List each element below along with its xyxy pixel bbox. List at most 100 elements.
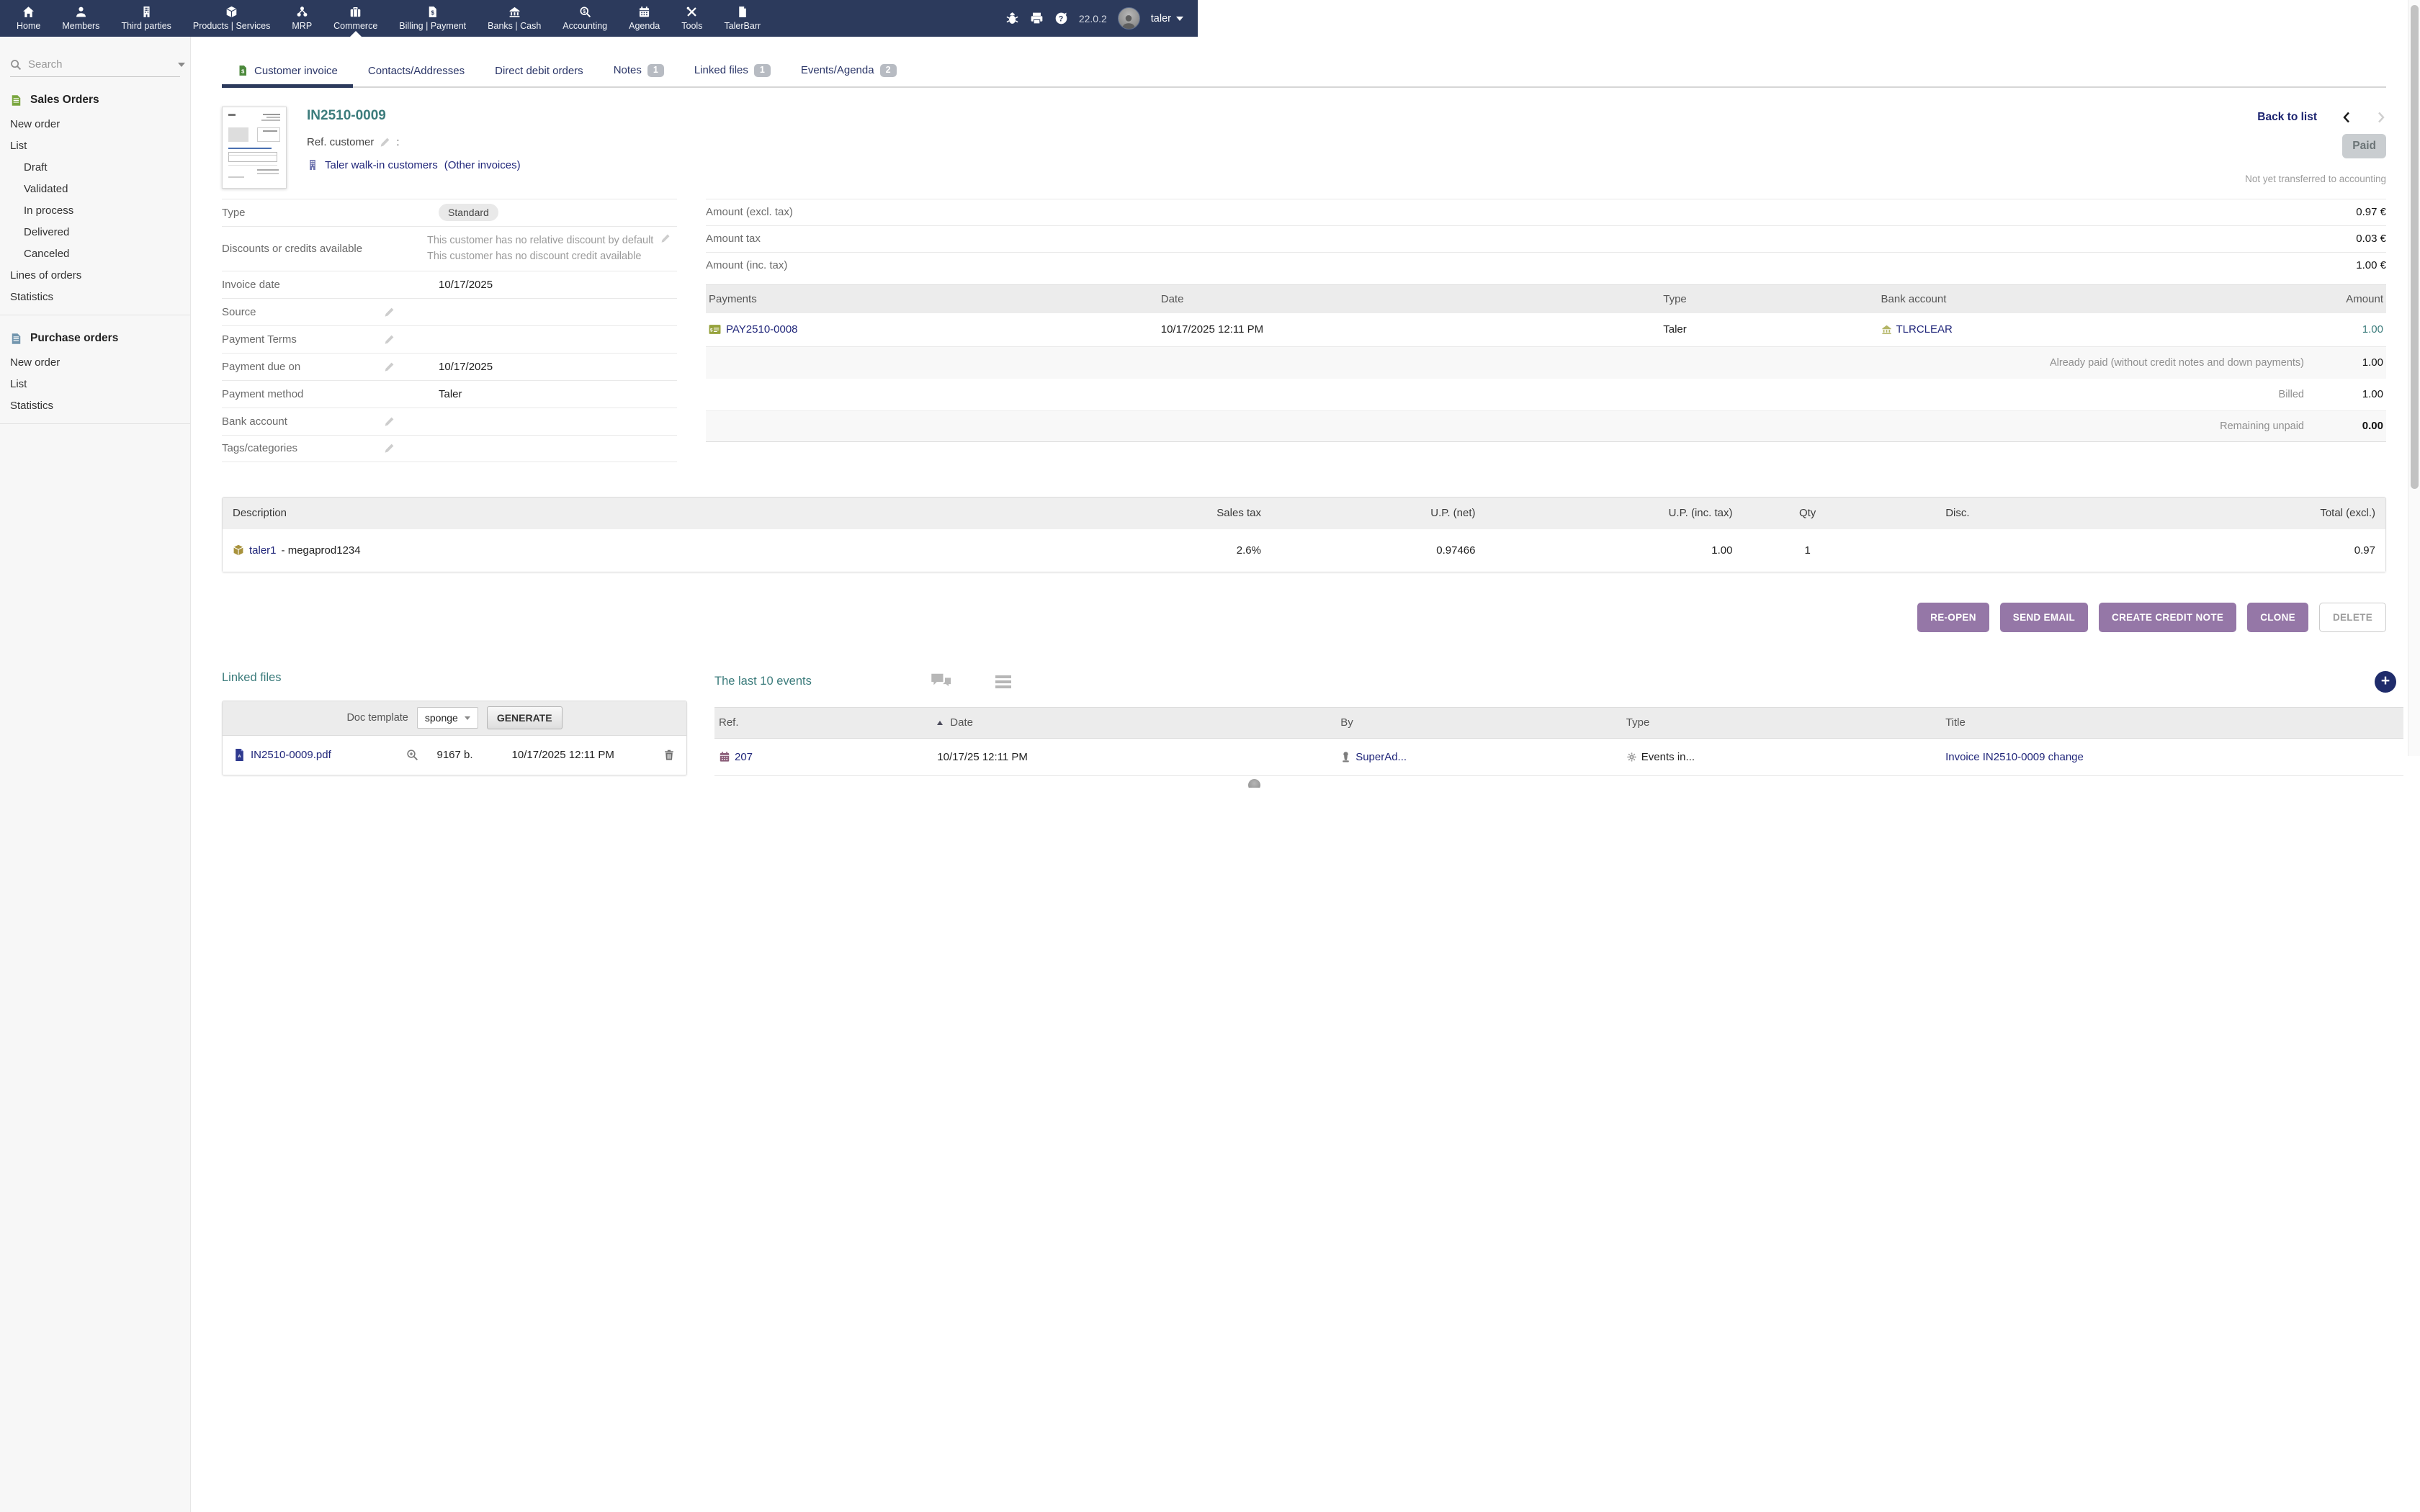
other-invoices-link[interactable]: (Other invoices): [444, 159, 521, 171]
event-by-link[interactable]: SuperAd...: [1355, 751, 1407, 763]
event-title-link[interactable]: Invoice IN2510-0009 change: [1945, 751, 2084, 763]
gear-icon: [1626, 752, 1637, 762]
discount-line-1: This customer has no relative discount b…: [427, 235, 653, 246]
invoice-line-row: taler1 - megaprod1234 2.6% 0.97466 1.00 …: [223, 529, 2385, 572]
reopen-button[interactable]: RE-OPEN: [1917, 603, 1989, 632]
sidebar-item-delivered[interactable]: Delivered: [0, 221, 190, 243]
sidebar-item-new-order[interactable]: New order: [0, 113, 190, 135]
edit-pencil-icon[interactable]: [384, 334, 395, 345]
remaining-unpaid-value: 0.00: [2304, 420, 2383, 432]
add-event-button[interactable]: +: [2375, 671, 2396, 693]
sidebar-item-po-new-order[interactable]: New order: [0, 351, 190, 373]
billed-value: 1.00: [2304, 388, 2383, 400]
field-row-type: Type Standard: [222, 199, 677, 226]
nav-item-tools[interactable]: Tools: [671, 0, 713, 37]
billing-icon: $: [426, 6, 439, 18]
search-input[interactable]: [28, 58, 171, 71]
user-menu[interactable]: taler: [1151, 13, 1183, 24]
agenda-icon: [638, 6, 650, 18]
product-link[interactable]: taler1: [249, 544, 277, 557]
clone-button[interactable]: CLONE: [2247, 603, 2308, 632]
payment-ref-link[interactable]: PAY2510-0008: [726, 323, 798, 336]
sort-ascending-icon[interactable]: [937, 721, 943, 725]
amount-inc-tax-row: Amount (inc. tax) 1.00 €: [706, 252, 2386, 279]
svg-text:$: $: [710, 328, 713, 333]
sidebar-item-po-list[interactable]: List: [0, 373, 190, 395]
previous-record-icon[interactable]: [2341, 112, 2352, 123]
company-link[interactable]: Taler walk-in customers: [325, 159, 438, 171]
invoice-pdf-thumbnail[interactable]: [222, 107, 287, 189]
nav-item-billing-payment[interactable]: $ Billing | Payment: [388, 0, 477, 37]
edit-pencil-icon[interactable]: [384, 307, 395, 318]
edit-pencil-icon[interactable]: [384, 416, 395, 427]
amount-excl-tax-value: 0.97 €: [2356, 206, 2386, 218]
edit-pencil-icon[interactable]: [384, 443, 395, 454]
search-options-caret-icon[interactable]: [178, 63, 185, 67]
events-table: Ref. Date By Type Title 207 10/17/25 12:…: [714, 707, 2403, 788]
help-icon[interactable]: ?: [1054, 12, 1068, 25]
nav-label: Accounting: [563, 21, 607, 31]
nav-item-home[interactable]: Home: [6, 0, 51, 37]
lines-table-header: Description Sales tax U.P. (net) U.P. (i…: [223, 498, 2385, 529]
sidebar-item-draft[interactable]: Draft: [0, 156, 190, 178]
tab-contacts-addresses[interactable]: Contacts/Addresses: [353, 65, 480, 86]
nav-item-accounting[interactable]: $ Accounting: [552, 0, 618, 37]
tab-events-agenda[interactable]: Events/Agenda2: [786, 64, 912, 86]
sidebar-item-validated[interactable]: Validated: [0, 178, 190, 199]
nav-item-third-parties[interactable]: Third parties: [110, 0, 182, 37]
event-ref-link[interactable]: 207: [735, 751, 753, 763]
field-row-bank-account: Bank account: [222, 408, 677, 435]
edit-pencil-icon[interactable]: [384, 361, 395, 372]
nav-item-products-services[interactable]: Products | Services: [182, 0, 281, 37]
sidebar-item-lines-of-orders[interactable]: Lines of orders: [0, 264, 190, 286]
linked-file-row: A IN2510-0009.pdf 9167 b. 10/17/2025 12:…: [223, 736, 686, 775]
back-to-list-link[interactable]: Back to list: [2257, 111, 2317, 124]
notes-count-badge: 1: [647, 64, 664, 77]
header-right: Back to list Paid Not yet transferred to…: [2141, 107, 2386, 189]
discussion-bubbles-icon[interactable]: [931, 672, 952, 691]
tab-customer-invoice[interactable]: $ Customer invoice: [222, 65, 353, 86]
sidebar-item-in-process[interactable]: In process: [0, 199, 190, 221]
send-email-button[interactable]: SEND EMAIL: [2000, 603, 2088, 632]
user-avatar[interactable]: [1118, 7, 1140, 30]
tab-linked-files[interactable]: Linked files1: [679, 64, 786, 86]
user-name: taler: [1151, 13, 1171, 24]
delete-button[interactable]: DELETE: [2319, 603, 2386, 632]
sidebar-section-sales-orders[interactable]: Sales Orders: [0, 87, 190, 113]
field-row-tags: Tags/categories: [222, 435, 677, 462]
nav-label: Banks | Cash: [488, 21, 541, 31]
scrollbar-thumb[interactable]: [2411, 5, 2419, 489]
nav-item-agenda[interactable]: Agenda: [618, 0, 671, 37]
edit-pencil-icon[interactable]: [660, 233, 671, 243]
delete-file-trash-icon[interactable]: [663, 749, 675, 761]
nav-label: TalerBarr: [724, 21, 761, 31]
preview-zoom-icon[interactable]: [388, 749, 436, 761]
bug-report-icon[interactable]: [1005, 12, 1019, 25]
sidebar-section-purchase-orders[interactable]: Purchase orders: [0, 325, 190, 351]
billed-row: Billed 1.00: [706, 379, 2386, 410]
nav-item-mrp[interactable]: MRP: [281, 0, 323, 37]
linked-file-link[interactable]: IN2510-0009.pdf: [251, 749, 331, 761]
tab-notes[interactable]: Notes1: [599, 64, 679, 86]
tab-direct-debit-orders[interactable]: Direct debit orders: [480, 65, 599, 86]
list-view-icon[interactable]: [995, 675, 1011, 688]
generate-button[interactable]: GENERATE: [487, 706, 563, 729]
edit-pencil-icon[interactable]: [380, 137, 390, 148]
tools-icon: [686, 6, 698, 18]
nav-item-commerce[interactable]: Commerce: [323, 0, 388, 37]
nav-item-talerbarr[interactable]: TalerBarr: [713, 0, 771, 37]
sidebar-item-list[interactable]: List: [0, 135, 190, 156]
sidebar-item-canceled[interactable]: Canceled: [0, 243, 190, 264]
print-icon[interactable]: [1030, 12, 1044, 25]
sidebar-item-statistics[interactable]: Statistics: [0, 286, 190, 307]
sidebar-item-po-statistics[interactable]: Statistics: [0, 395, 190, 416]
file-date: 10/17/2025 12:11 PM: [512, 749, 663, 761]
create-credit-note-button[interactable]: CREATE CREDIT NOTE: [2099, 603, 2236, 632]
nav-item-banks-cash[interactable]: Banks | Cash: [477, 0, 552, 37]
nav-item-members[interactable]: Members: [51, 0, 110, 37]
file-size: 9167 b.: [437, 749, 512, 761]
payment-date: 10/17/2025 12:11 PM: [1161, 323, 1664, 336]
doc-template-select[interactable]: sponge: [417, 707, 478, 729]
vertical-scrollbar[interactable]: [2408, 0, 2420, 756]
bank-account-link[interactable]: TLRCLEAR: [1896, 323, 1953, 336]
